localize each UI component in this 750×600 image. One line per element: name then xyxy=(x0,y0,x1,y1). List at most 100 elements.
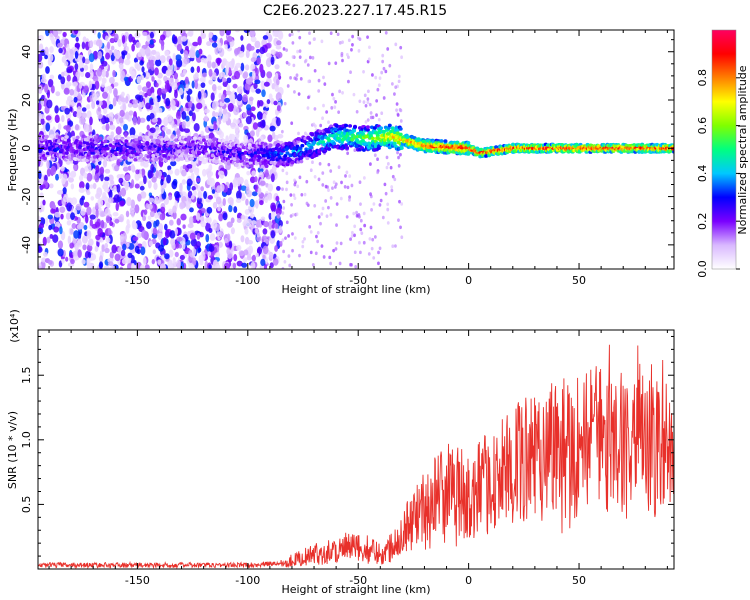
spectrogram-noise-cell xyxy=(102,91,108,99)
spectrogram-noise-cell xyxy=(377,117,381,122)
spectrogram-noise-cell xyxy=(191,186,196,191)
spectrogram-noise-cell xyxy=(168,194,173,201)
spectrogram-noise-cell xyxy=(229,199,234,207)
spectrogram-noise-cell xyxy=(222,212,228,221)
spectrogram-ridge-cell xyxy=(128,146,133,150)
spectrogram-noise-cell xyxy=(146,72,151,78)
spectrogram-noise-cell xyxy=(399,225,402,230)
spectrogram-ridge-cell xyxy=(339,134,344,138)
spectrogram-noise-cell xyxy=(273,30,278,38)
spectrogram-noise-cell xyxy=(167,165,172,171)
spectrogram-noise-cell xyxy=(331,186,334,190)
spectrogram-noise-cell xyxy=(288,263,292,268)
spectrogram-noise-cell xyxy=(78,83,83,89)
spectrogram-noise-cell xyxy=(71,197,78,205)
spectrogram-noise-cell xyxy=(316,239,320,244)
spectrogram-ridge-cell xyxy=(283,157,288,161)
spectrogram-noise-cell xyxy=(255,199,259,209)
spectrogram-noise-cell xyxy=(80,208,86,216)
spectrogram-noise-cell xyxy=(70,212,76,220)
spectrogram-noise-cell xyxy=(70,228,74,235)
spectrogram-ridge-cell xyxy=(145,140,150,145)
spectrogram-noise-cell xyxy=(60,71,65,77)
spectrogram-noise-cell xyxy=(95,192,101,200)
spectrogram-noise-cell xyxy=(65,256,69,262)
spectrogram-noise-cell xyxy=(138,100,145,108)
spectrogram-noise-cell xyxy=(186,164,193,169)
spectrogram-noise-cell xyxy=(159,263,166,269)
spectrogram-noise-cell xyxy=(262,113,267,122)
spectrogram-noise-cell xyxy=(391,244,395,249)
spectrogram-noise-cell xyxy=(142,257,147,266)
spectrogram-noise-cell xyxy=(303,192,307,197)
spectrogram-noise-cell xyxy=(168,58,173,66)
spectrogram-noise-cell xyxy=(290,203,294,207)
spectrogram-noise-cell xyxy=(71,222,77,230)
spectrogram-noise-cell xyxy=(379,198,383,203)
spectrogram-noise-cell xyxy=(307,79,311,84)
spectrogram-noise-cell xyxy=(370,246,374,251)
spectrogram-noise-cell xyxy=(219,30,225,37)
spectrogram-noise-cell xyxy=(296,184,300,189)
spectrogram-noise-cell xyxy=(238,85,243,94)
spectrogram-noise-cell xyxy=(301,239,305,244)
spectrogram-noise-cell xyxy=(200,82,206,88)
spectrogram-noise-cell xyxy=(339,241,343,246)
spectrogram-noise-cell xyxy=(176,218,181,226)
spectrogram-noise-cell xyxy=(345,215,349,219)
spectrogram-noise-cell xyxy=(368,237,372,241)
spectrogram-noise-cell xyxy=(65,212,71,220)
spectrogram-noise-cell xyxy=(181,121,186,129)
spectrogram-noise-cell xyxy=(124,58,131,66)
spectrogram-noise-cell xyxy=(38,223,45,229)
spectrogram-noise-cell xyxy=(292,193,296,197)
spectrogram-ridge-cell xyxy=(212,137,217,141)
spectrogram-noise-cell xyxy=(206,178,213,186)
spectrogram-noise-cell xyxy=(139,117,146,123)
spectrogram-noise-cell xyxy=(107,257,114,263)
spectrogram-noise-cell xyxy=(203,115,209,122)
spectrogram-noise-cell xyxy=(291,55,295,59)
spectrogram-noise-cell xyxy=(251,220,257,225)
spectrogram-noise-cell xyxy=(281,238,285,242)
spectrogram-noise-cell xyxy=(398,199,401,204)
spectrogram-ridge-cell xyxy=(69,146,74,150)
spectrogram-ridge-cell xyxy=(494,145,499,149)
spectrogram-noise-cell xyxy=(200,130,205,137)
spectrogram-noise-cell xyxy=(169,230,176,239)
spectrogram-noise-cell xyxy=(105,35,109,42)
spectrogram-ridge-cell xyxy=(139,153,144,158)
spectrogram-noise-cell xyxy=(118,177,124,184)
spectrogram-noise-cell xyxy=(40,260,46,269)
spectrogram-noise-cell xyxy=(274,64,280,70)
spectrogram-ridge-cell xyxy=(149,135,154,139)
spectrogram-noise-cell xyxy=(184,76,189,85)
spectrogram-noise-cell xyxy=(203,92,207,99)
spectrogram-noise-cell xyxy=(212,110,216,118)
spectrogram-noise-cell xyxy=(230,227,235,235)
spectrogram-ridge-cell xyxy=(290,160,295,165)
spectrogram-noise-cell xyxy=(329,169,333,173)
spectrogram-noise-cell xyxy=(194,72,199,80)
spectrogram-noise-cell xyxy=(251,70,256,80)
spectrogram-noise-cell xyxy=(124,111,130,120)
spectrogram-noise-cell xyxy=(189,252,196,258)
spectrogram-noise-cell xyxy=(107,197,114,204)
spectrogram-noise-cell xyxy=(92,182,97,190)
spectrogram-noise-cell xyxy=(121,35,126,44)
spectrogram-noise-cell xyxy=(75,203,82,211)
spectrogram-ridge-cell xyxy=(204,135,209,139)
spectrogram-noise-cell xyxy=(151,92,155,99)
spectrogram-noise-cell xyxy=(122,243,127,251)
spectrogram-noise-cell xyxy=(187,100,193,109)
spectrogram-noise-cell xyxy=(103,265,110,269)
spectrogram-noise-cell xyxy=(139,264,146,269)
spectrogram-noise-cell xyxy=(381,215,385,220)
spectrogram-noise-cell xyxy=(358,215,361,219)
spectrogram-ridge-cell xyxy=(344,123,349,128)
spectrogram-noise-cell xyxy=(81,195,85,201)
spectrogram-noise-cell xyxy=(98,261,104,269)
spectrogram-noise-cell xyxy=(212,219,218,229)
spectrogram-noise-cell xyxy=(311,160,314,165)
spectrogram-noise-cell xyxy=(273,100,278,106)
